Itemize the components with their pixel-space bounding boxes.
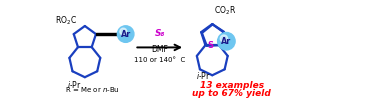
Circle shape	[220, 35, 228, 42]
Text: up to 67% yield: up to 67% yield	[192, 89, 271, 98]
Circle shape	[218, 32, 235, 50]
Circle shape	[120, 28, 127, 35]
Text: 110 or 140°  C: 110 or 140° C	[134, 57, 185, 63]
Text: Ar: Ar	[121, 30, 131, 39]
Text: 13 examples: 13 examples	[200, 82, 264, 90]
Text: RO$_2$C: RO$_2$C	[55, 15, 77, 27]
Circle shape	[118, 26, 134, 42]
Text: Ar: Ar	[221, 37, 231, 46]
Text: $i$-Pr: $i$-Pr	[67, 79, 82, 90]
Text: S₈: S₈	[155, 29, 165, 38]
Text: CO$_2$R: CO$_2$R	[214, 5, 236, 17]
Text: DMF: DMF	[151, 45, 168, 54]
Text: R = Me or $n$-Bu: R = Me or $n$-Bu	[65, 85, 120, 94]
Text: S: S	[208, 41, 214, 50]
Text: $i$-Pr: $i$-Pr	[196, 70, 210, 81]
